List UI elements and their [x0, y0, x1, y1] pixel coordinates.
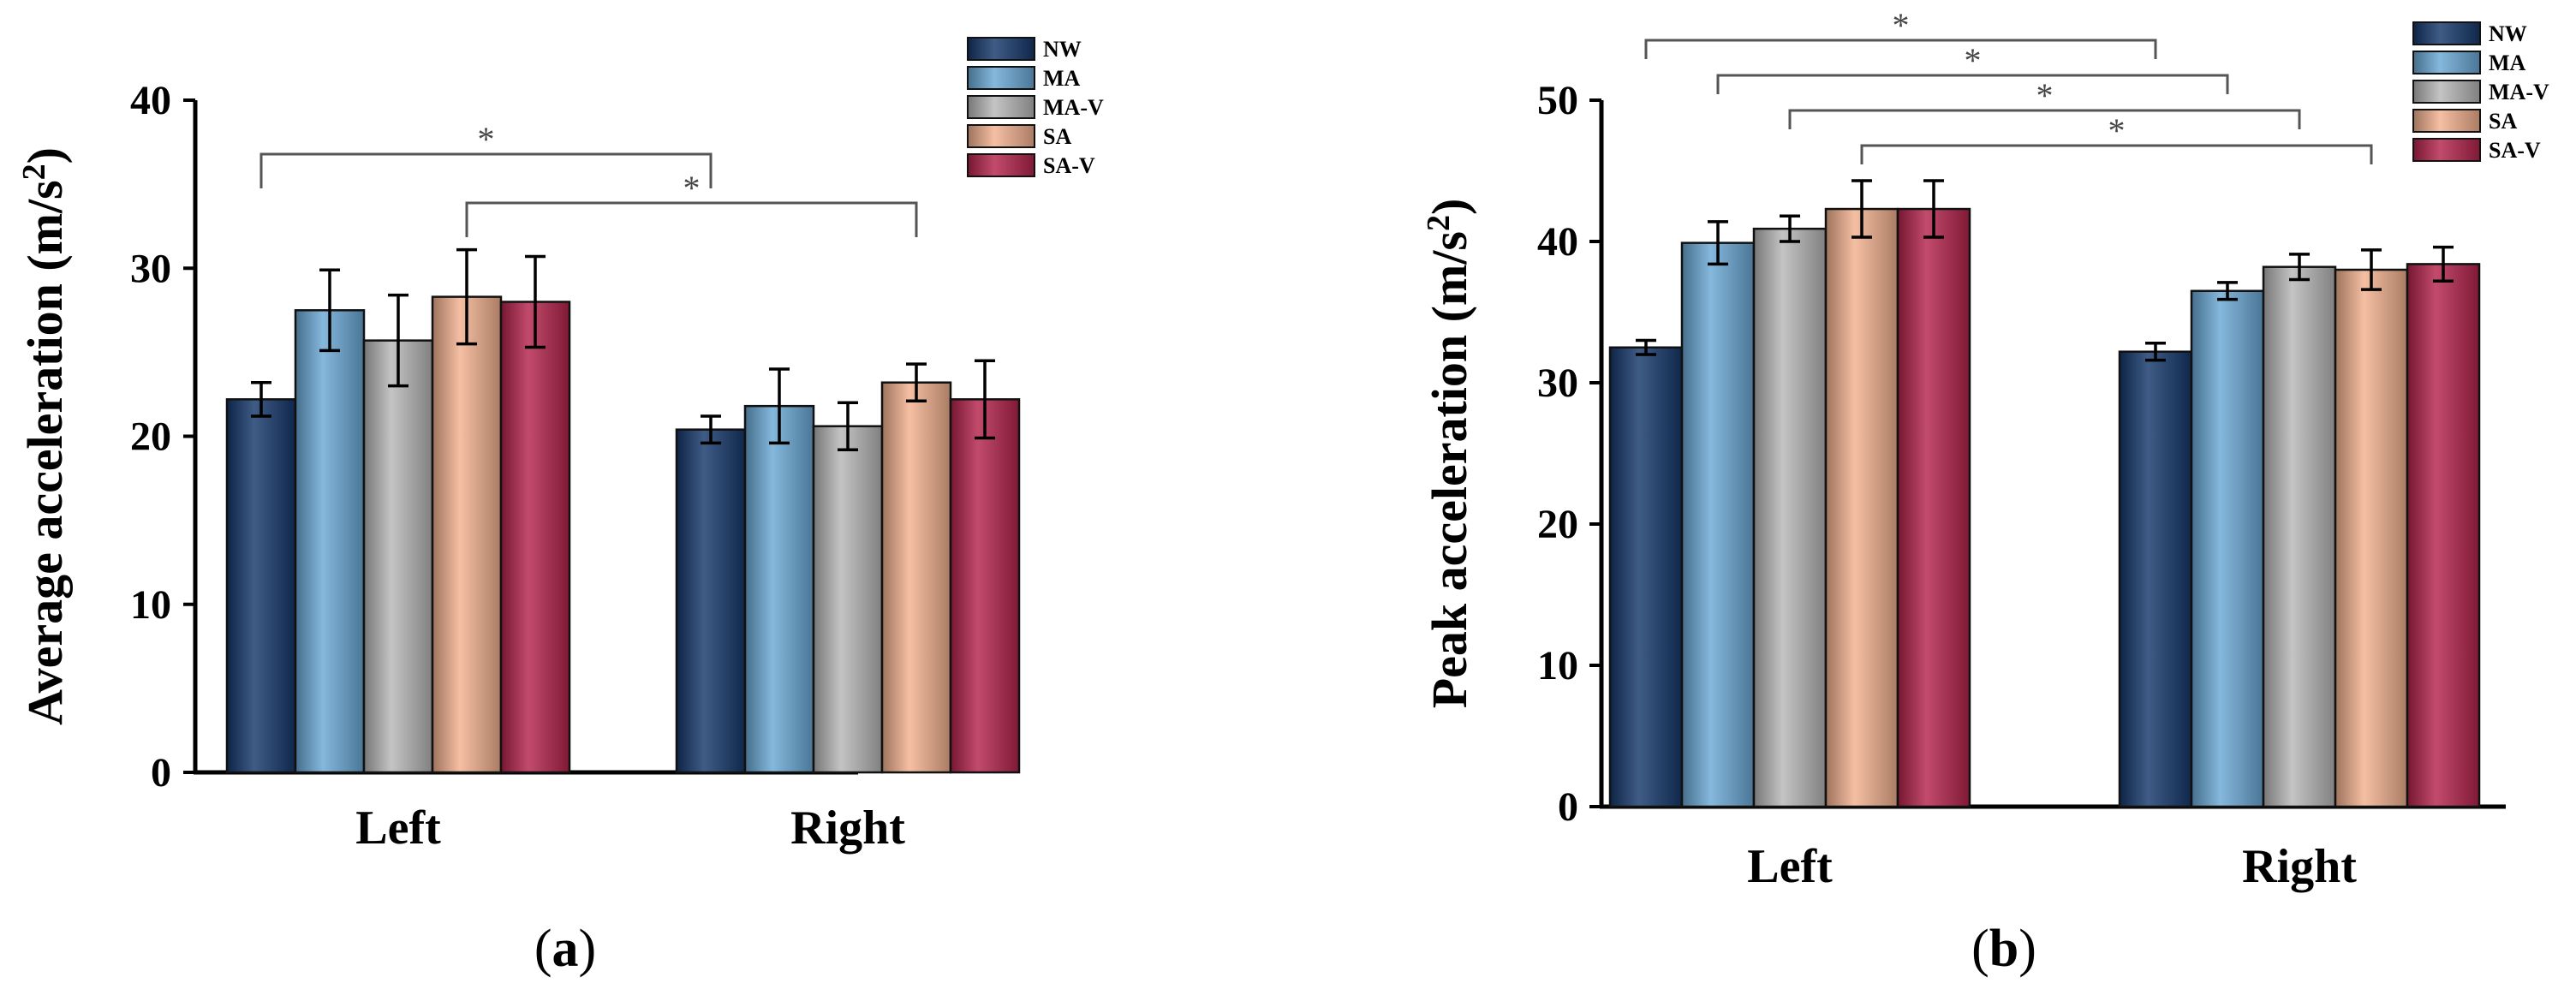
bar-MA-Left [294, 309, 366, 774]
y-axis-title-superscript: 2 [16, 164, 52, 180]
x-category-label-Left: Left [1747, 840, 1833, 893]
legend-swatch-SA-V [2412, 138, 2481, 162]
y-axis-title: Average acceleration (m/s2) [16, 147, 73, 725]
panel-label-letter: a [552, 920, 579, 978]
bar-SA-Right [880, 381, 952, 774]
bar-MA-V-Right [812, 425, 884, 774]
chart-panel-a: 0 10 20 30 40 Average acceleration (m/s2) Left… [16, 37, 1104, 978]
legend-label-MA: MA [1043, 66, 1081, 91]
y-axis-title: Peak acceleration (m/s2) [1421, 199, 1477, 709]
bar-MA-Right [2190, 289, 2265, 808]
legend-label-NW: NW [1043, 37, 1082, 62]
bar-NW-Left [225, 398, 297, 774]
panel-label-close: ) [2018, 920, 2036, 978]
bar-SA-Left [1824, 207, 1899, 808]
significance-bracket [465, 201, 918, 237]
x-category-label-Right: Right [2242, 840, 2357, 893]
legend-label-MA: MA [2489, 51, 2526, 75]
significance-star: * [2036, 76, 2054, 115]
y-tick-label: 20 [130, 414, 171, 460]
x-category-label-Left: Left [355, 801, 441, 855]
legend-swatch-MA-V [2412, 80, 2481, 104]
legend-swatch-NW [967, 37, 1035, 61]
bar-MA-V-Left [1752, 227, 1828, 808]
significance-star: * [1893, 6, 1910, 45]
significance-bracket [1860, 144, 2373, 164]
y-tick-label: 10 [1537, 643, 1578, 688]
legend-label-SA: SA [2489, 109, 2517, 134]
significance-bracket [1716, 74, 2229, 94]
significance-star: * [683, 169, 701, 207]
legend-swatch-SA-V [967, 153, 1035, 177]
legend-swatch-MA-V [967, 95, 1035, 119]
panel-label-open: ( [534, 920, 552, 978]
significance-bracket [1644, 39, 2157, 59]
legend-swatch-NW [2412, 21, 2481, 45]
bar-MA-Right [743, 404, 815, 774]
bar-NW-Left [1608, 346, 1684, 808]
significance-star: * [478, 120, 495, 158]
legend-swatch-SA [967, 124, 1035, 148]
legend-label-NW: NW [2489, 21, 2527, 46]
bar-MA-Left [1680, 241, 1756, 808]
x-category-label-Right: Right [790, 801, 905, 855]
bar-SA-V-Right [949, 398, 1021, 774]
significance-star: * [2108, 111, 2126, 150]
legend-swatch-MA [2412, 51, 2481, 74]
significance-star: * [1965, 41, 1982, 80]
y-tick-label: 30 [130, 246, 171, 291]
panel-label-close: ) [579, 920, 597, 978]
y-axis-title-close: ) [1422, 199, 1477, 215]
panel-label-letter: b [1989, 920, 2018, 978]
panel-label: (b) [1971, 920, 2036, 978]
y-tick-label: 0 [151, 750, 171, 795]
legend-label-MA-V: MA-V [2489, 80, 2549, 104]
y-tick-label: 40 [1537, 219, 1578, 265]
legend-swatch-SA [2412, 109, 2481, 133]
legend-label-SA: SA [1043, 124, 1071, 149]
y-axis-title-base: Average acceleration (m/s [17, 180, 73, 725]
bar-SA-V-Left [1896, 207, 1971, 808]
chart-panel-b: 0 10 20 30 40 50 Peak acceleration (m/s2) Left R… [1421, 6, 2549, 978]
bar-SA-Right [2334, 268, 2409, 808]
y-tick-label: 40 [130, 78, 171, 123]
y-tick-label: 10 [130, 582, 171, 628]
legend-label-SA-V: SA-V [2489, 138, 2541, 163]
y-axis-title-base: Peak acceleration (m/s [1422, 231, 1477, 708]
bar-SA-V-Left [499, 301, 571, 774]
legend-swatch-MA [967, 66, 1035, 90]
bar-SA-Left [431, 295, 503, 774]
panel-label: (a) [534, 920, 596, 978]
bar-MA-V-Right [2262, 265, 2337, 808]
legend-label-MA-V: MA-V [1043, 95, 1104, 120]
significance-bracket [259, 152, 713, 188]
bar-NW-Right [2118, 350, 2193, 808]
y-axis-title-superscript: 2 [1421, 215, 1457, 231]
significance-bracket [1788, 109, 2301, 129]
y-tick-label: 50 [1537, 78, 1578, 123]
y-axis-title-close: ) [17, 147, 73, 164]
bar-NW-Right [675, 428, 747, 774]
y-tick-label: 20 [1537, 502, 1578, 547]
y-tick-label: 30 [1537, 360, 1578, 406]
bar-MA-V-Left [362, 339, 434, 774]
legend-label-SA-V: SA-V [1043, 153, 1095, 178]
bar-SA-V-Right [2406, 263, 2481, 808]
y-tick-label: 0 [1558, 784, 1578, 830]
panel-label-open: ( [1971, 920, 1989, 978]
